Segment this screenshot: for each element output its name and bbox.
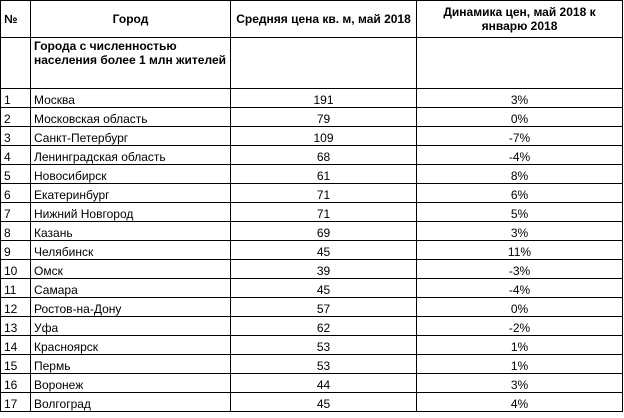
row-city: Новосибирск: [30, 164, 231, 184]
row-city: Екатеринбург: [30, 183, 231, 203]
row-number: 13: [0, 316, 31, 336]
row-change: 4%: [416, 392, 623, 412]
row-number: 3: [0, 126, 31, 146]
row-city: Самара: [30, 278, 231, 298]
row-city: Москва: [30, 88, 231, 108]
row-price: 191: [230, 88, 417, 108]
row-price: 57: [230, 297, 417, 317]
table-row: 13 Уфа 62 -2%: [0, 316, 623, 336]
row-number: 15: [0, 354, 31, 374]
row-change: 8%: [416, 164, 623, 184]
row-change: 1%: [416, 335, 623, 355]
header-price: Средняя цена кв. м, май 2018: [230, 0, 417, 38]
row-city: Ленинградская область: [30, 145, 231, 165]
table-row: 14 Красноярск 53 1%: [0, 335, 623, 355]
table-row: 6 Екатеринбург 71 6%: [0, 183, 623, 203]
row-number: 9: [0, 240, 31, 260]
row-change: -7%: [416, 126, 623, 146]
row-city: Омск: [30, 259, 231, 279]
table-row: 3 Санкт-Петербург 109 -7%: [0, 126, 623, 146]
table-row: 4 Ленинградская область 68 -4%: [0, 145, 623, 165]
table-row: 12 Ростов-на-Дону 57 0%: [0, 297, 623, 317]
row-change: 0%: [416, 297, 623, 317]
row-price: 61: [230, 164, 417, 184]
row-change: -4%: [416, 278, 623, 298]
row-change: 6%: [416, 183, 623, 203]
table-row: 15 Пермь 53 1%: [0, 354, 623, 374]
header-row: № Город Средняя цена кв. м, май 2018 Дин…: [0, 0, 623, 38]
row-city: Пермь: [30, 354, 231, 374]
row-price: 39: [230, 259, 417, 279]
row-city: Нижний Новгород: [30, 202, 231, 222]
row-price: 71: [230, 202, 417, 222]
row-city: Казань: [30, 221, 231, 241]
row-number: 16: [0, 373, 31, 393]
row-price: 45: [230, 392, 417, 412]
row-change: 0%: [416, 107, 623, 127]
row-change: 5%: [416, 202, 623, 222]
row-number: 12: [0, 297, 31, 317]
row-change: 1%: [416, 354, 623, 374]
row-number: 8: [0, 221, 31, 241]
table-row: 10 Омск 39 -3%: [0, 259, 623, 279]
row-price: 45: [230, 278, 417, 298]
group-row: Города с численностью населения более 1 …: [0, 37, 623, 89]
row-price: 71: [230, 183, 417, 203]
row-number: 7: [0, 202, 31, 222]
row-number: 17: [0, 392, 31, 412]
group-number-cell: [0, 37, 31, 89]
row-price: 62: [230, 316, 417, 336]
group-label: Города с численностью населения более 1 …: [30, 37, 231, 89]
table-row: 17 Волгоград 45 4%: [0, 392, 623, 412]
header-change: Динамика цен, май 2018 к январю 2018: [416, 0, 623, 38]
row-city: Санкт-Петербург: [30, 126, 231, 146]
row-city: Уфа: [30, 316, 231, 336]
header-city: Город: [30, 0, 231, 38]
row-price: 69: [230, 221, 417, 241]
row-city: Челябинск: [30, 240, 231, 260]
row-number: 6: [0, 183, 31, 203]
row-change: 3%: [416, 221, 623, 241]
row-number: 1: [0, 88, 31, 108]
row-change: -2%: [416, 316, 623, 336]
row-price: 53: [230, 335, 417, 355]
row-change: 11%: [416, 240, 623, 260]
row-price: 79: [230, 107, 417, 127]
row-change: 3%: [416, 373, 623, 393]
table-row: 7 Нижний Новгород 71 5%: [0, 202, 623, 222]
table-row: 11 Самара 45 -4%: [0, 278, 623, 298]
row-number: 4: [0, 145, 31, 165]
row-city: Московская область: [30, 107, 231, 127]
row-price: 109: [230, 126, 417, 146]
table-row: 9 Челябинск 45 11%: [0, 240, 623, 260]
table-row: 8 Казань 69 3%: [0, 221, 623, 241]
row-number: 14: [0, 335, 31, 355]
row-city: Красноярск: [30, 335, 231, 355]
row-price: 53: [230, 354, 417, 374]
group-change-cell: [416, 37, 623, 89]
row-city: Воронеж: [30, 373, 231, 393]
table-row: 16 Воронеж 44 3%: [0, 373, 623, 393]
row-number: 5: [0, 164, 31, 184]
row-change: 3%: [416, 88, 623, 108]
group-price-cell: [230, 37, 417, 89]
row-city: Ростов-на-Дону: [30, 297, 231, 317]
row-price: 68: [230, 145, 417, 165]
row-change: -3%: [416, 259, 623, 279]
row-city: Волгоград: [30, 392, 231, 412]
table-row: 2 Московская область 79 0%: [0, 107, 623, 127]
row-number: 2: [0, 107, 31, 127]
row-change: -4%: [416, 145, 623, 165]
row-number: 11: [0, 278, 31, 298]
table-row: 1 Москва 191 3%: [0, 88, 623, 108]
table-row: 5 Новосибирск 61 8%: [0, 164, 623, 184]
row-price: 45: [230, 240, 417, 260]
row-price: 44: [230, 373, 417, 393]
header-number: №: [0, 0, 31, 38]
row-number: 10: [0, 259, 31, 279]
